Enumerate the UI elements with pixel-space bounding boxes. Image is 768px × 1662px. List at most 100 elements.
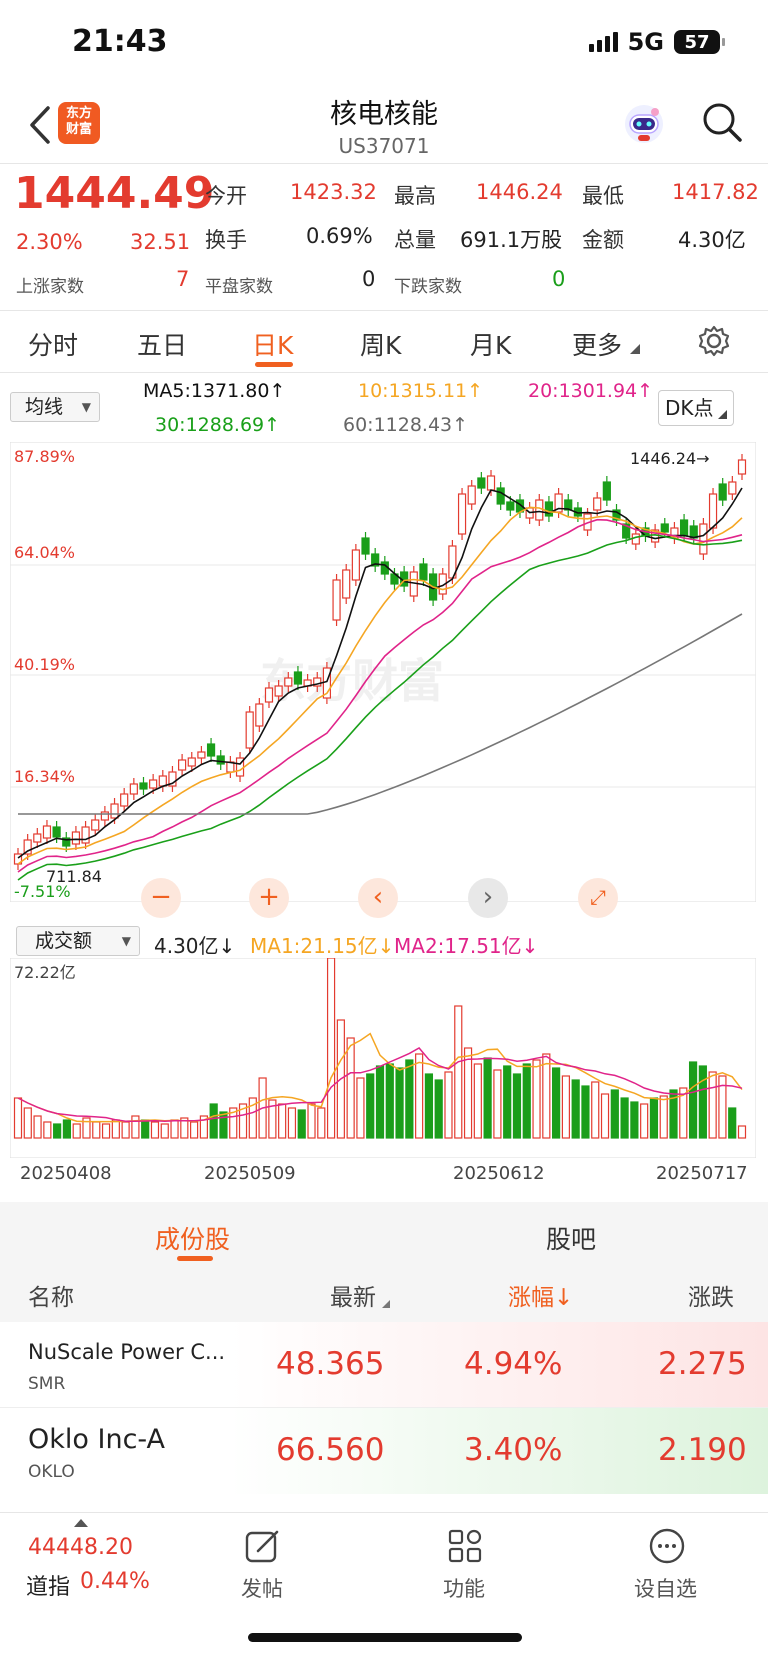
- network-label: 5G: [627, 28, 664, 56]
- candle: [110, 803, 119, 819]
- stock-last: 48.365: [276, 1346, 385, 1382]
- table-row[interactable]: NuScale Power C... SMR 48.365 4.94% 2.27…: [0, 1322, 768, 1408]
- volume-bar: [610, 1089, 619, 1139]
- stock-name: NuScale Power C...: [28, 1340, 226, 1364]
- dow-value[interactable]: 44448.20: [28, 1535, 133, 1560]
- candle: [457, 493, 467, 535]
- add-watchlist-label[interactable]: 设自选: [634, 1577, 697, 1601]
- volume-bar: [238, 1103, 248, 1139]
- add-watchlist-icon[interactable]: [648, 1527, 686, 1565]
- candle: [81, 826, 90, 844]
- volume-bar: [640, 1103, 649, 1139]
- candle: [342, 569, 351, 599]
- volume-bar: [287, 1107, 297, 1139]
- volume-bar: [385, 1063, 394, 1139]
- volume-bar: [473, 1063, 482, 1139]
- settings-gear-icon[interactable]: [697, 324, 731, 358]
- volume-value: 4.30亿↓: [154, 934, 236, 958]
- date-label-4: 20250717: [656, 1163, 748, 1184]
- zoom-in-button[interactable]: +: [249, 878, 289, 918]
- candle: [264, 687, 274, 703]
- back-arrow-icon[interactable]: [22, 100, 62, 150]
- volume-bar: [101, 1123, 111, 1139]
- table-header: 名称 最新 涨幅↓ 涨跌: [0, 1266, 768, 1322]
- volume-bar: [728, 1107, 737, 1139]
- tab-daily-k[interactable]: 日K: [252, 331, 294, 360]
- signal-icon: [588, 32, 618, 52]
- candle: [737, 459, 747, 475]
- functions-grid-icon[interactable]: [446, 1527, 484, 1565]
- fullscreen-icon[interactable]: ⤢: [578, 878, 618, 918]
- turnover-value: 0.69%: [306, 224, 373, 248]
- pan-left-button[interactable]: ‹: [358, 878, 398, 918]
- tab-more[interactable]: 更多: [572, 331, 623, 360]
- functions-label[interactable]: 功能: [443, 1577, 485, 1601]
- ma60-line: [18, 613, 743, 815]
- tab-constituents[interactable]: 成份股: [155, 1225, 231, 1254]
- volume-bar: [483, 1057, 492, 1139]
- volume-bar: [43, 1121, 52, 1139]
- expand-up-icon[interactable]: [74, 1519, 88, 1527]
- amount-label: 金额: [582, 228, 624, 252]
- col-pct-sorted[interactable]: 涨幅↓: [508, 1285, 574, 1311]
- volume-bar: [493, 1069, 502, 1139]
- page-title: 核电核能: [330, 99, 438, 130]
- dow-label[interactable]: 道指: [26, 1575, 71, 1600]
- table-row[interactable]: Oklo Inc-A OKLO 66.560 3.40% 2.190: [0, 1408, 768, 1494]
- volume-bar: [669, 1089, 678, 1139]
- kline-chart[interactable]: 东方财富 87.89% 64.04% 40.19% 16.34% -7.51% …: [10, 442, 756, 902]
- flat-count: 0: [362, 267, 376, 291]
- pan-right-button[interactable]: ›: [468, 878, 508, 918]
- col-chg[interactable]: 涨跌: [688, 1285, 734, 1311]
- status-indicators: 5G 57: [588, 28, 725, 56]
- tab-forum[interactable]: 股吧: [546, 1225, 597, 1254]
- divider: [0, 310, 768, 311]
- volume-bar: [326, 958, 336, 1139]
- volume-bar: [444, 1071, 453, 1139]
- status-time: 21:43: [72, 24, 168, 59]
- volume-indicator-select[interactable]: 成交额 ▼: [16, 926, 140, 956]
- stock-pct: 3.40%: [464, 1432, 563, 1468]
- candle: [62, 837, 71, 847]
- volume-chart[interactable]: 72.22亿: [10, 958, 756, 1158]
- volume-bar: [649, 1097, 659, 1139]
- tab-five-day[interactable]: 五日: [137, 331, 188, 360]
- col-name[interactable]: 名称: [28, 1285, 74, 1311]
- search-icon[interactable]: [700, 100, 744, 144]
- logo-line2: 财富: [65, 122, 92, 137]
- volume-bar: [199, 1115, 208, 1139]
- tab-weekly-k[interactable]: 周K: [360, 331, 402, 360]
- ma-indicator-select[interactable]: 均线 ▼: [10, 392, 100, 422]
- sort-caret-icon: [382, 1300, 390, 1308]
- candle: [593, 497, 602, 511]
- post-edit-icon[interactable]: [244, 1527, 282, 1565]
- tab-monthly-k[interactable]: 月K: [470, 331, 512, 360]
- assistant-robot-icon[interactable]: [622, 102, 666, 146]
- dk-point-button[interactable]: DK点: [658, 390, 734, 426]
- turnover-label: 换手: [205, 228, 247, 252]
- ma60-value: 60:1128.43↑: [343, 414, 469, 436]
- post-label[interactable]: 发帖: [241, 1577, 283, 1601]
- eastmoney-logo: 东方 财富: [58, 102, 100, 144]
- amount-value: 4.30亿: [678, 228, 746, 252]
- volume-bar: [581, 1085, 590, 1139]
- battery-level: 57: [684, 31, 710, 53]
- candle: [255, 703, 264, 727]
- volume-bar: [92, 1121, 101, 1139]
- logo-line1: 东方: [65, 106, 92, 121]
- candle: [158, 775, 167, 787]
- candle: [284, 677, 293, 687]
- volume-bar: [698, 1065, 707, 1139]
- candle: [245, 711, 254, 749]
- y-label-bottom: -7.51%: [14, 882, 71, 901]
- volume-bar: [268, 1099, 277, 1139]
- dow-pct[interactable]: 0.44%: [80, 1569, 150, 1594]
- date-label-3: 20250612: [453, 1163, 545, 1184]
- candle: [602, 481, 611, 501]
- tab-intraday[interactable]: 分时: [28, 331, 79, 360]
- col-last[interactable]: 最新: [330, 1285, 376, 1311]
- volume-bar: [62, 1119, 72, 1139]
- home-indicator: [248, 1633, 522, 1642]
- tab-active-underline: [255, 362, 293, 367]
- zoom-out-button[interactable]: −: [141, 878, 181, 918]
